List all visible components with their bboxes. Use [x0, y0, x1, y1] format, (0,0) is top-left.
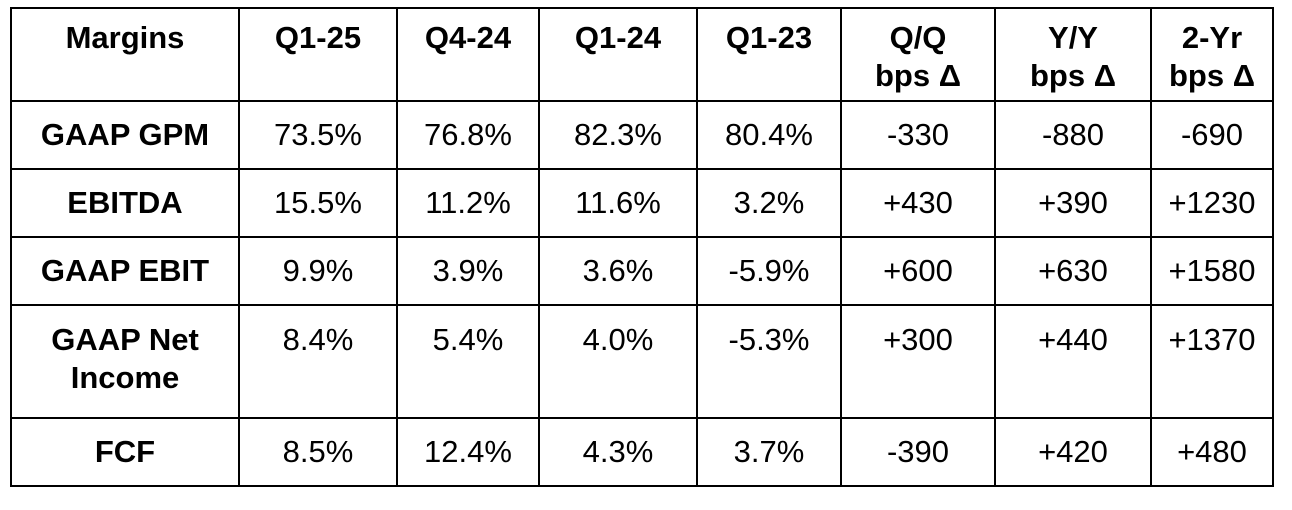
cell-ebitda-q1-25: 15.5%: [238, 168, 398, 238]
cell-gaap-gpm-q1-25: 73.5%: [238, 100, 398, 170]
cell-gaap-ebit-q4-24: 3.9%: [396, 236, 540, 306]
cell-fcf-q1-23: 3.7%: [696, 417, 842, 487]
table-row: GAAP GPM 73.5% 76.8% 82.3% 80.4% -330 -8…: [10, 100, 1274, 170]
cell-ebitda-qq: +430: [840, 168, 996, 238]
row-label-fcf: FCF: [10, 417, 240, 487]
cell-gaap-ebit-2yr: +1580: [1150, 236, 1274, 306]
cell-gaap-ebit-q1-25: 9.9%: [238, 236, 398, 306]
margins-table-container: Margins Q1-25 Q4-24 Q1-24 Q1-23 Q/Q bps Δ…: [10, 7, 1274, 487]
table-row: GAAP EBIT 9.9% 3.9% 3.6% -5.9% +600 +630…: [10, 236, 1274, 306]
cell-gaap-net-income-q4-24: 5.4%: [396, 304, 540, 419]
cell-gaap-net-income-yy: +440: [994, 304, 1152, 419]
cell-gaap-net-income-q1-24: 4.0%: [538, 304, 698, 419]
cell-gaap-net-income-qq: +300: [840, 304, 996, 419]
cell-gaap-ebit-q1-24: 3.6%: [538, 236, 698, 306]
cell-ebitda-2yr: +1230: [1150, 168, 1274, 238]
header-2yr-bps: 2-Yr bps Δ: [1150, 7, 1274, 102]
cell-gaap-gpm-qq: -330: [840, 100, 996, 170]
cell-gaap-gpm-q1-23: 80.4%: [696, 100, 842, 170]
header-q1-25: Q1-25: [238, 7, 398, 102]
header-yy-bps: Y/Y bps Δ: [994, 7, 1152, 102]
cell-gaap-net-income-q1-25: 8.4%: [238, 304, 398, 419]
cell-gaap-net-income-2yr: +1370: [1150, 304, 1274, 419]
row-label-gaap-gpm: GAAP GPM: [10, 100, 240, 170]
row-label-ebitda: EBITDA: [10, 168, 240, 238]
table-row: FCF 8.5% 12.4% 4.3% 3.7% -390 +420 +480: [10, 417, 1274, 487]
margins-table: Margins Q1-25 Q4-24 Q1-24 Q1-23 Q/Q bps Δ…: [10, 7, 1274, 487]
cell-gaap-gpm-2yr: -690: [1150, 100, 1274, 170]
cell-ebitda-q1-24: 11.6%: [538, 168, 698, 238]
cell-gaap-net-income-q1-23: -5.3%: [696, 304, 842, 419]
header-qq-bps: Q/Q bps Δ: [840, 7, 996, 102]
cell-gaap-ebit-yy: +630: [994, 236, 1152, 306]
cell-fcf-2yr: +480: [1150, 417, 1274, 487]
table-row: GAAP Net Income 8.4% 5.4% 4.0% -5.3% +300…: [10, 304, 1274, 419]
header-margins: Margins: [10, 7, 240, 102]
row-label-gaap-net-income: GAAP Net Income: [10, 304, 240, 419]
header-q4-24: Q4-24: [396, 7, 540, 102]
row-label-gaap-ebit: GAAP EBIT: [10, 236, 240, 306]
cell-ebitda-q1-23: 3.2%: [696, 168, 842, 238]
cell-ebitda-yy: +390: [994, 168, 1152, 238]
cell-gaap-gpm-q1-24: 82.3%: [538, 100, 698, 170]
cell-gaap-ebit-qq: +600: [840, 236, 996, 306]
cell-fcf-yy: +420: [994, 417, 1152, 487]
cell-fcf-q1-25: 8.5%: [238, 417, 398, 487]
cell-gaap-ebit-q1-23: -5.9%: [696, 236, 842, 306]
cell-fcf-qq: -390: [840, 417, 996, 487]
cell-ebitda-q4-24: 11.2%: [396, 168, 540, 238]
cell-fcf-q4-24: 12.4%: [396, 417, 540, 487]
header-q1-24: Q1-24: [538, 7, 698, 102]
header-q1-23: Q1-23: [696, 7, 842, 102]
header-row: Margins Q1-25 Q4-24 Q1-24 Q1-23 Q/Q bps Δ…: [10, 7, 1274, 102]
table-row: EBITDA 15.5% 11.2% 11.6% 3.2% +430 +390 …: [10, 168, 1274, 238]
cell-gaap-gpm-q4-24: 76.8%: [396, 100, 540, 170]
cell-gaap-gpm-yy: -880: [994, 100, 1152, 170]
cell-fcf-q1-24: 4.3%: [538, 417, 698, 487]
